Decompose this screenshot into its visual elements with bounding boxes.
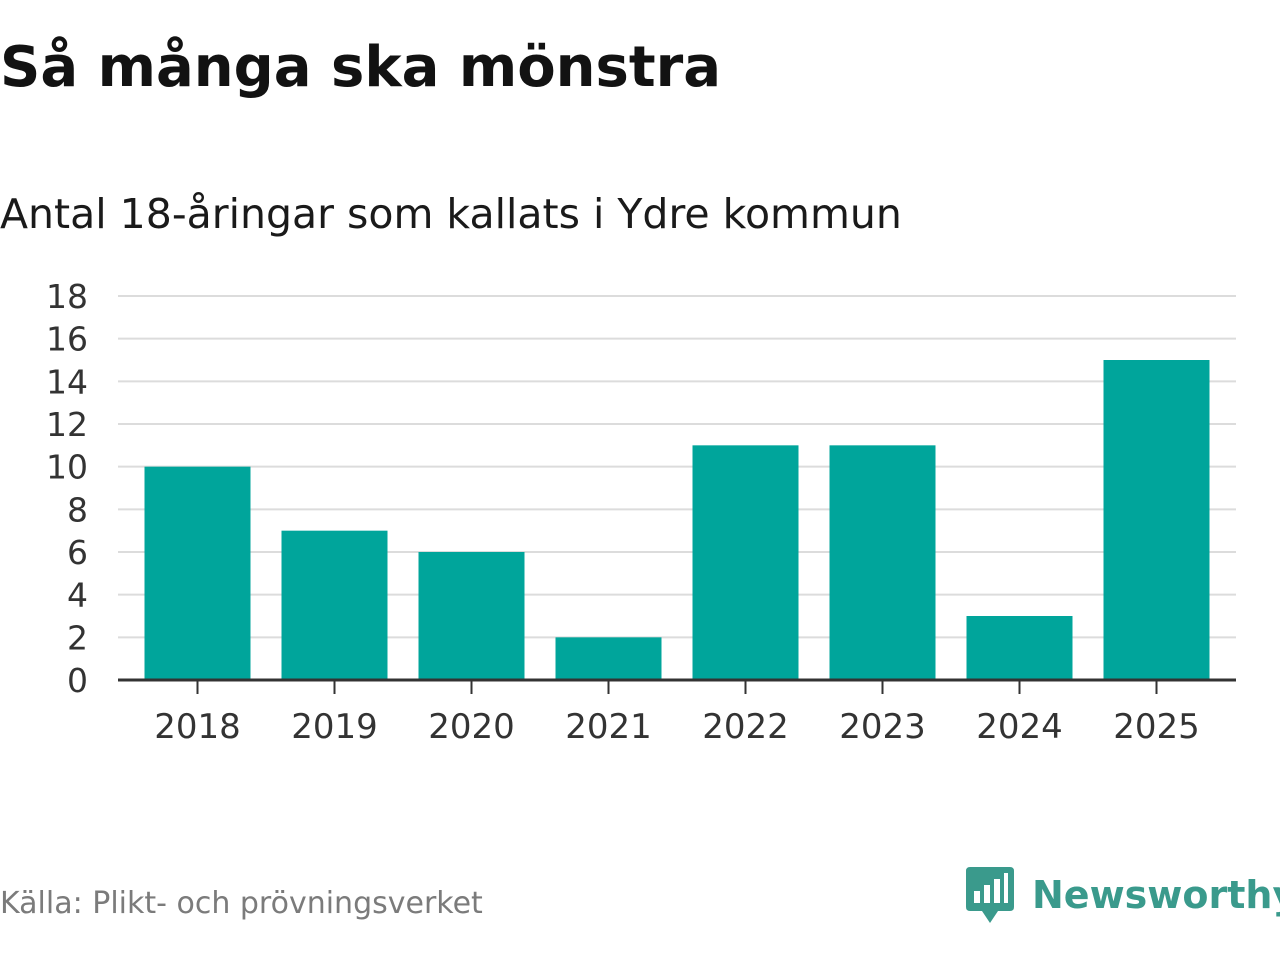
x-tick-label: 2020 [428,707,515,747]
y-tick-label: 2 [67,618,88,657]
bar-2023 [829,445,936,680]
brand-name: Newsworthy [1032,873,1280,917]
x-tick-label: 2024 [976,707,1063,747]
y-tick-label: 6 [67,533,88,572]
bar-2020 [418,552,525,680]
bar-2024 [966,616,1073,680]
y-tick-label: 4 [67,576,88,615]
bar-2018 [144,466,251,680]
y-tick-label: 18 [46,277,88,316]
source-note: Källa: Plikt- och prövningsverket [0,886,483,921]
bars [144,360,1210,680]
y-tick-label: 10 [46,448,88,487]
bar-2019 [281,530,388,680]
x-tick-label: 2019 [291,707,378,747]
gridlines [118,295,1236,639]
x-axis-ticks: 2018 2019 2020 2021 2022 2023 2024 2025 [154,707,1200,747]
x-tick-label: 2023 [839,707,926,747]
y-tick-label: 0 [67,661,88,700]
newsworthy-chart-bubble-icon [966,867,1014,923]
x-tick-label: 2022 [702,707,789,747]
chart-subtitle: Antal 18-åringar som kallats i Ydre komm… [0,190,902,238]
y-tick-label: 8 [67,490,88,529]
brand-logo: Newsworthy [964,864,1280,926]
x-axis [118,678,1236,694]
x-tick-label: 2018 [154,707,241,747]
y-tick-label: 16 [46,320,88,359]
x-tick-label: 2025 [1113,707,1200,747]
y-tick-label: 12 [46,405,88,444]
y-tick-label: 14 [46,362,88,401]
bar-2025 [1103,360,1210,680]
bar-2022 [692,445,799,680]
bar-2021 [555,637,662,680]
chart-title: Så många ska mönstra [0,35,722,100]
x-tick-label: 2021 [565,707,652,747]
